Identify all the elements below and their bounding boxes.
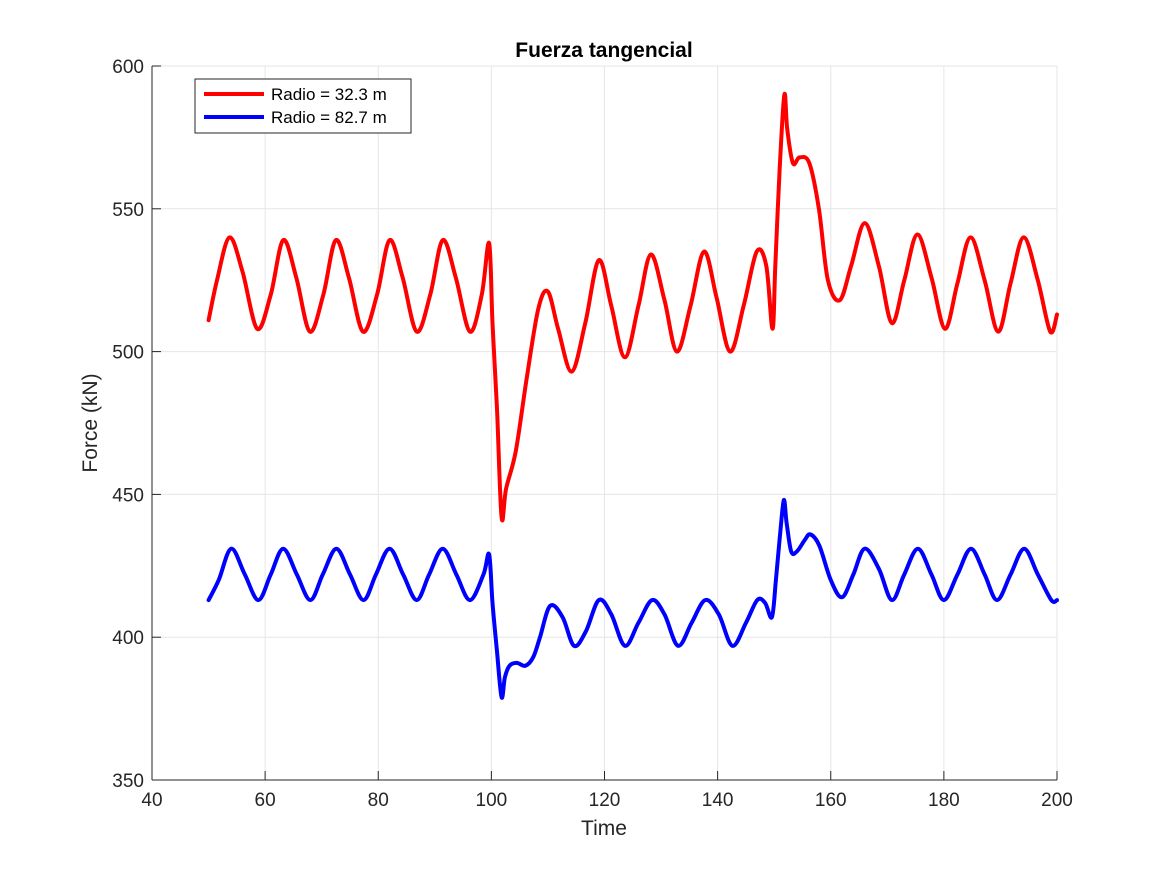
series-line-1 (206, 91, 1059, 523)
y-tick-label-3: 500 (112, 343, 144, 364)
grid (152, 65, 1058, 780)
x-tick-label-3: 100 (476, 790, 508, 811)
y-axis-label: Force (kN) (79, 373, 102, 472)
legend: Radio = 32.3 m Radio = 82.7 m (194, 78, 412, 134)
tick-labels: 40 60 80 100 120 140 160 180 200 350 400 450 500 550 6… (112, 57, 1073, 811)
legend-label-series-1: Radio = 32.3 m (271, 85, 387, 104)
y-tick-label-0: 350 (112, 771, 144, 792)
x-tick-label-8: 200 (1041, 790, 1073, 811)
y-tick-label-5: 600 (112, 57, 144, 78)
x-tick-label-5: 140 (702, 790, 734, 811)
x-tick-label-7: 180 (928, 790, 960, 811)
axes (151, 65, 1058, 781)
x-tick-label-6: 160 (815, 790, 847, 811)
y-tick-label-2: 450 (112, 485, 144, 506)
x-tick-label-2: 80 (368, 790, 389, 811)
series-line-2 (206, 498, 1059, 700)
y-tick-label-4: 550 (112, 200, 144, 221)
legend-label-series-2: Radio = 82.7 m (271, 108, 387, 127)
x-tick-label-1: 60 (255, 790, 276, 811)
legend-box (194, 78, 412, 134)
chart-title: Fuerza tangencial (515, 39, 692, 62)
x-tick-label-0: 40 (141, 790, 162, 811)
x-tick-label-4: 120 (589, 790, 621, 811)
y-tick-label-1: 400 (112, 628, 144, 649)
series-layer (206, 91, 1059, 700)
x-axis-label: Time (581, 817, 627, 840)
